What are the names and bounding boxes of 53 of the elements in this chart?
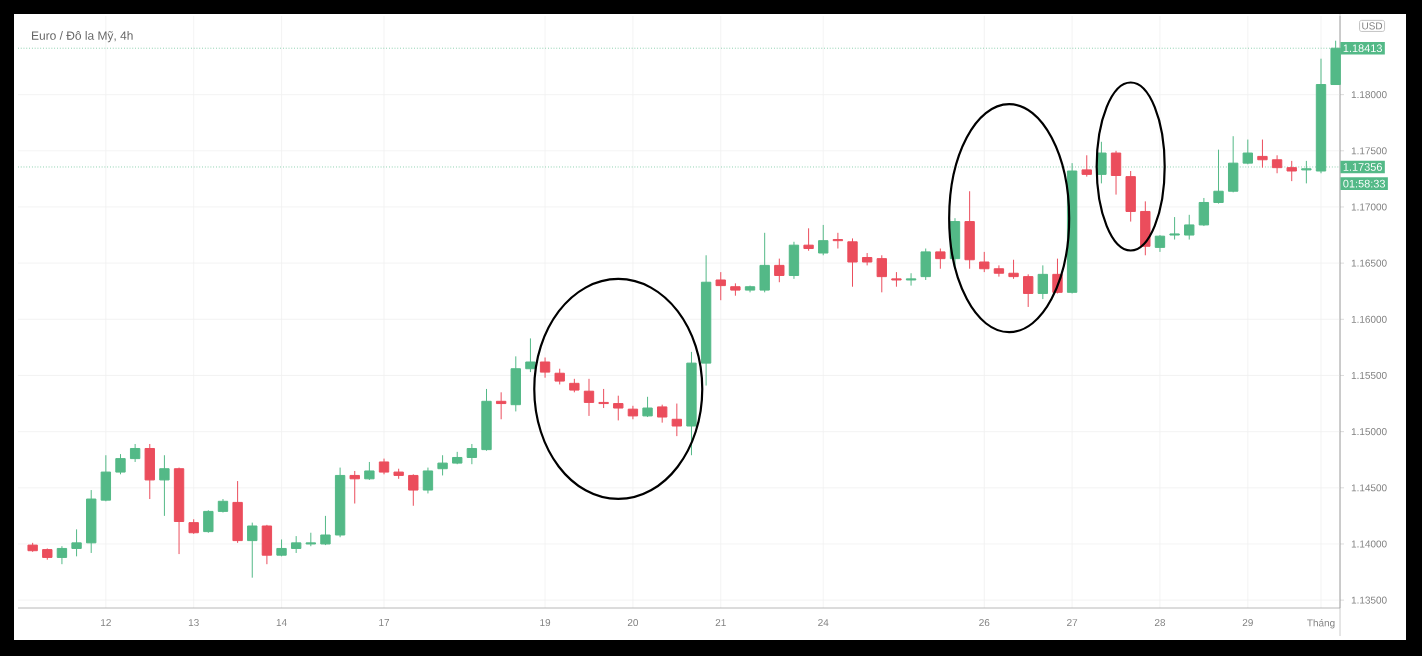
candlestick — [422, 467, 434, 494]
candlestick — [1110, 150, 1122, 196]
candlestick — [466, 443, 478, 465]
candlestick — [1213, 149, 1224, 205]
candlestick — [159, 454, 170, 517]
candlestick — [525, 337, 536, 373]
candlestick — [847, 237, 858, 288]
candlestick — [613, 395, 624, 421]
candlestick — [1125, 170, 1136, 223]
candlestick — [232, 480, 243, 544]
candlestick — [203, 509, 214, 534]
candlestick — [100, 454, 112, 502]
candlestick — [993, 264, 1005, 278]
candlestick — [247, 522, 258, 579]
candlestick — [1008, 259, 1019, 280]
candlestick — [598, 388, 609, 409]
candlestick — [1257, 139, 1268, 169]
candlestick — [583, 378, 595, 417]
candlestick — [437, 454, 448, 476]
candlestick — [920, 248, 931, 281]
candlestick — [539, 356, 551, 379]
candlestick — [832, 232, 844, 250]
candlestick — [1081, 154, 1092, 178]
candlestick — [774, 258, 785, 283]
candlestick — [115, 453, 126, 475]
candlestick — [495, 391, 507, 420]
candlestick — [1037, 264, 1049, 300]
candlestick — [1169, 216, 1180, 241]
candlestick — [510, 355, 521, 412]
candlestick — [261, 524, 273, 565]
candlestick — [671, 403, 683, 437]
candlestick — [1140, 200, 1151, 256]
candlestick — [905, 272, 917, 287]
candlestick — [935, 248, 946, 270]
candlestick — [1286, 160, 1297, 182]
candlestick — [964, 190, 975, 270]
candlestick — [86, 489, 97, 554]
candlestick — [803, 227, 814, 252]
candlestick — [979, 251, 990, 273]
candlestick — [1271, 154, 1283, 174]
candlestick — [876, 254, 887, 293]
candlestick — [715, 271, 726, 301]
candlestick — [1023, 273, 1034, 308]
candlestick — [320, 515, 331, 546]
candlestick — [144, 443, 155, 500]
candlestick — [1184, 214, 1195, 241]
candlestick — [71, 528, 82, 557]
candlestick — [788, 241, 800, 280]
candlestick — [349, 470, 360, 505]
candlestick — [818, 224, 829, 256]
candlestick — [1198, 197, 1210, 227]
candlestick — [759, 232, 770, 293]
candlestick — [408, 473, 419, 507]
